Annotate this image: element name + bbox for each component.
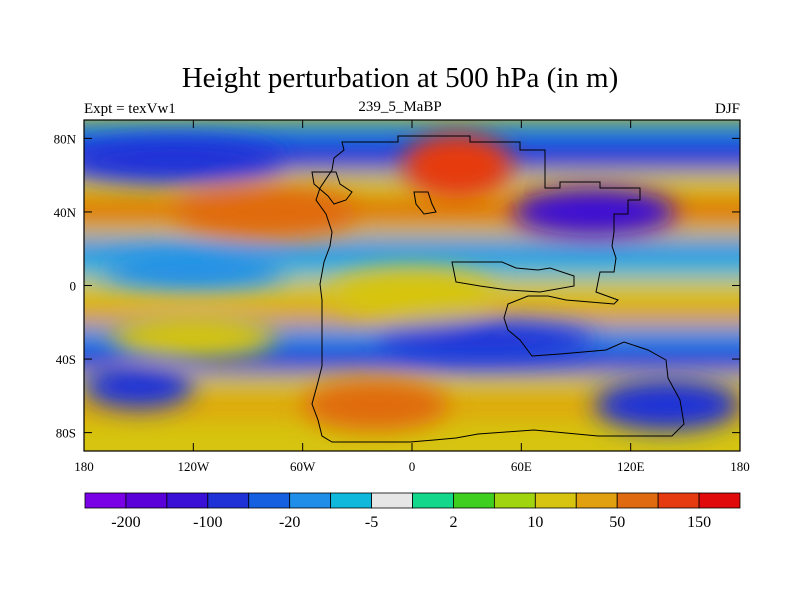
subtitle-center: 239_5_MaBP [358, 99, 442, 115]
colorbar-label: -5 [365, 514, 378, 531]
colorbar-swatch [698, 492, 741, 509]
y-axis: 80N 40N 0 40S 80S [54, 131, 740, 441]
colorbar-swatch [616, 492, 659, 509]
colorbar: -200 -100 -20 -5 2 10 50 150 [84, 492, 741, 531]
colorbar-swatch [207, 492, 250, 509]
field-region-africa-high [330, 268, 494, 321]
colorbar-swatch [412, 492, 454, 509]
field-region-eurasia-high [402, 132, 513, 200]
y-tick-label: 80S [56, 426, 76, 441]
colorbar-label: 2 [449, 514, 457, 531]
chart-title: Height perturbation at 500 hPa (in m) [181, 62, 619, 94]
y-tick-label: 40S [56, 352, 76, 367]
field-region-tropical-low [102, 252, 285, 290]
subtitle-right: DJF [714, 101, 740, 117]
field-region-south-pacific-high [111, 314, 276, 360]
colorbar-label: 10 [527, 514, 543, 531]
x-tick-label: 0 [409, 459, 416, 474]
field-region-antarctic-high [302, 379, 449, 431]
colorbar-swatch [125, 492, 168, 509]
colorbar-label: -100 [193, 514, 222, 531]
x-tick-label: 180 [730, 459, 750, 474]
field-regions [84, 132, 740, 431]
subtitle-left: Expt = texVw1 [84, 101, 176, 117]
y-tick-label: 80N [54, 131, 77, 146]
field-band [84, 222, 740, 238]
field-region-southern-low [375, 322, 595, 360]
colorbar-swatch [657, 492, 700, 509]
colorbar-label: 50 [609, 514, 625, 531]
x-tick-label: 60W [290, 459, 316, 474]
colorbar-swatch [493, 492, 536, 509]
field-region-north-atlantic-high [175, 186, 358, 238]
y-tick-label: 0 [70, 279, 77, 294]
colorbar-label: 150 [687, 514, 711, 531]
x-axis: 180 120W 60W 0 60E 120E 180 [74, 120, 750, 474]
x-tick-label: 180 [74, 459, 94, 474]
colorbar-swatch [289, 492, 332, 509]
colorbar-swatch [534, 492, 577, 509]
colorbar-swatch [248, 492, 291, 509]
colorbar-swatch [330, 492, 372, 509]
colorbar-swatch [84, 492, 127, 509]
field-band [84, 237, 740, 260]
field-region-southeast-low [594, 379, 740, 431]
colorbar-swatch [371, 492, 413, 509]
colorbar-swatch [453, 492, 495, 509]
colorbar-label: -20 [279, 514, 300, 531]
field-region-asia-low [512, 188, 677, 236]
x-tick-label: 120E [617, 459, 645, 474]
colorbar-swatch [166, 492, 209, 509]
y-tick-label: 40N [54, 205, 77, 220]
x-tick-label: 60E [511, 459, 532, 474]
colorbar-label: -200 [111, 514, 140, 531]
colorbar-swatch [575, 492, 618, 509]
land-outline [311, 135, 685, 443]
field-region-south-atlantic-low [84, 364, 194, 409]
x-tick-label: 120W [177, 459, 210, 474]
field-band [84, 120, 740, 139]
field-region-north-polar-low [84, 138, 285, 183]
